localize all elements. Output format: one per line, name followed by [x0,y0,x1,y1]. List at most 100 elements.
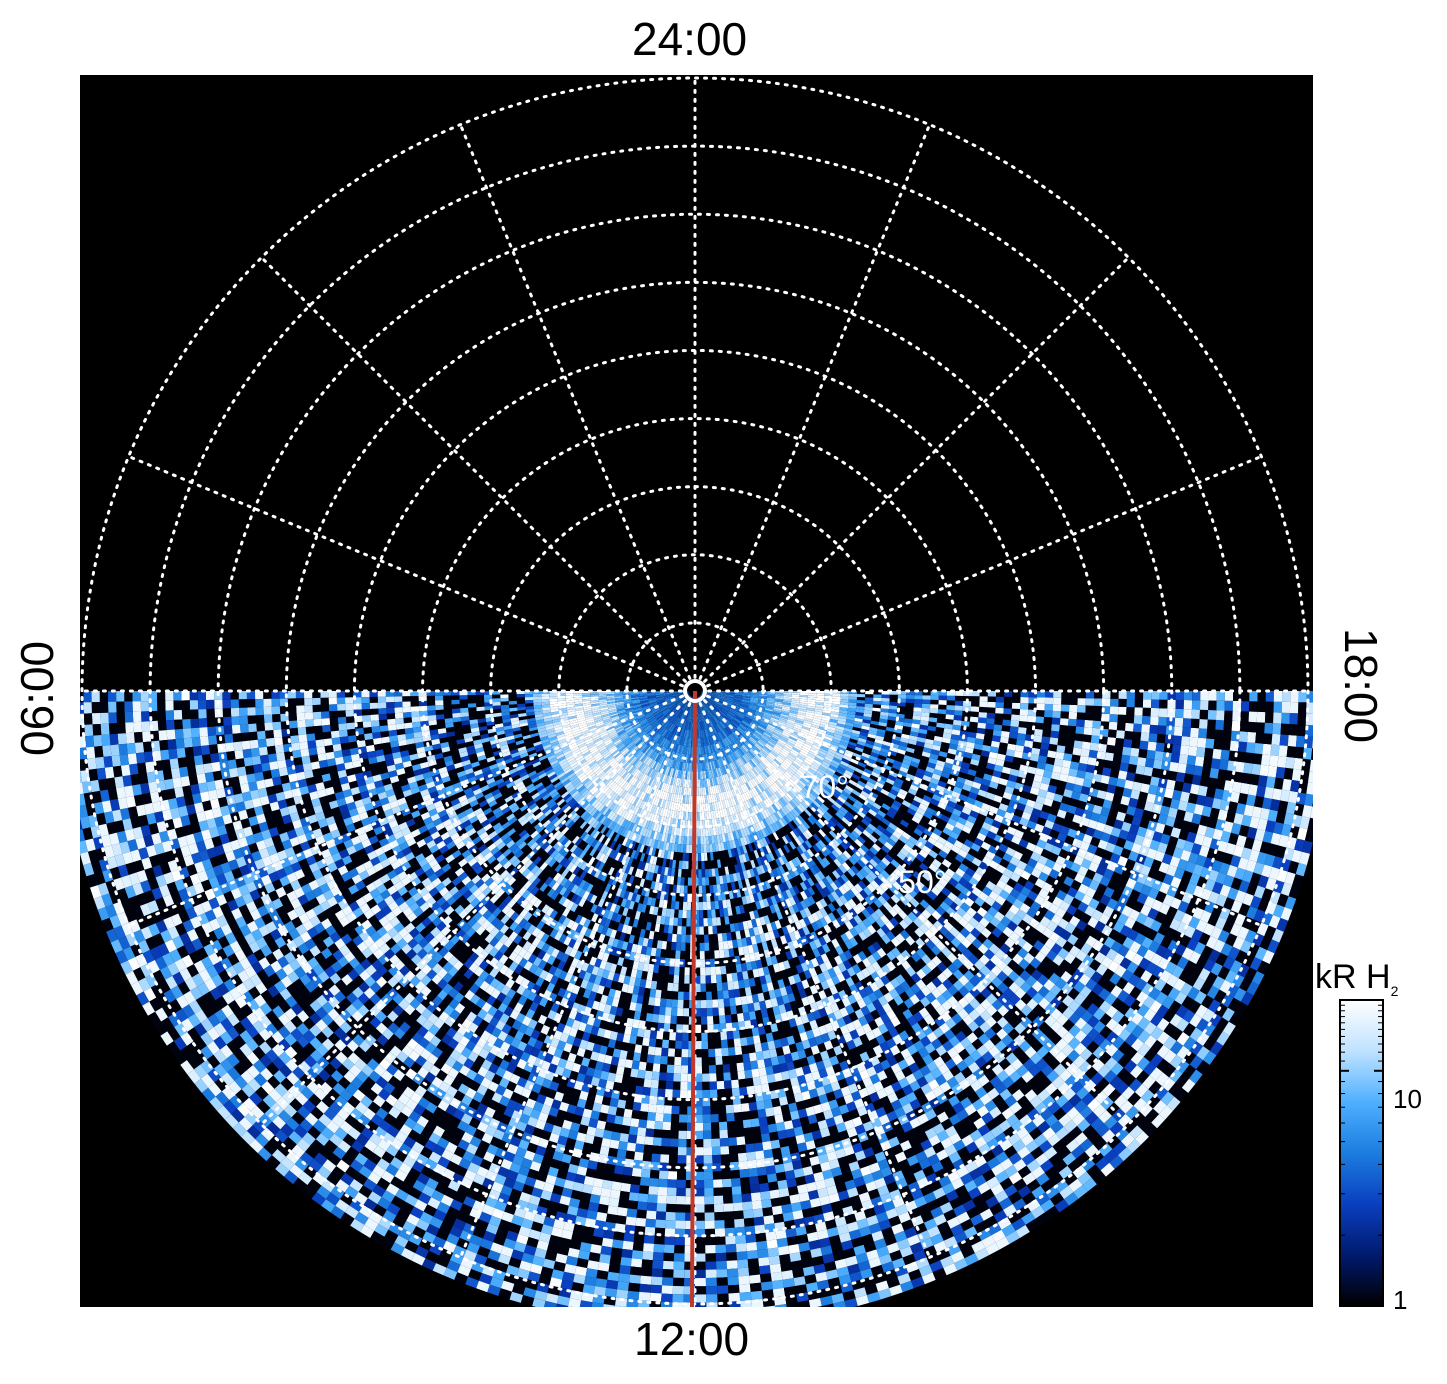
emission-cell [664,694,673,697]
emission-cell [611,718,621,723]
emission-cell [305,807,316,817]
emission-cell [486,756,496,763]
emission-cell [164,819,175,831]
emission-cell [526,711,535,717]
emission-cell [309,754,319,763]
emission-cell [112,765,123,778]
emission-cell [590,699,599,703]
emission-cell [568,717,578,722]
emission-cell [341,749,351,757]
emission-cell [336,797,347,807]
emission-cell [474,743,483,750]
emission-cell [191,852,202,864]
emission-cell [297,833,308,844]
emission-cell [180,776,191,787]
emission-cell [256,722,265,732]
emission-cell [292,819,303,830]
emission-cell [156,852,168,865]
emission-cell [288,705,297,714]
emission-cell [281,839,293,850]
emission-cell [639,694,648,697]
emission-cell [248,723,257,733]
emission-cell [256,779,266,790]
emission-cell [258,746,268,756]
emission-cell [138,814,149,827]
emission-cell [663,693,672,695]
emission-cell [655,693,664,695]
emission-cell [224,822,235,834]
emission-cell [492,705,501,710]
emission-cell [164,850,176,863]
emission-cell [188,843,199,855]
emission-cell [298,734,308,743]
emission-cell [136,869,148,883]
emission-cell [508,694,517,698]
emission-cell [245,807,257,819]
emission-cell [492,698,501,703]
emission-cell [108,712,117,724]
emission-cell [212,770,223,781]
emission-cell [413,731,423,739]
emission-cell [349,747,359,756]
emission-cell [128,872,141,886]
emission-cell [663,693,672,695]
emission-cell [206,847,218,859]
emission-cell [382,742,391,750]
emission-cell [219,833,230,845]
emission-cell [470,761,480,768]
emission-cell [476,710,486,716]
emission-cell [472,735,482,741]
emission-cell [232,733,242,743]
emission-cell [401,755,411,763]
emission-cell [320,825,331,836]
emission-cell [307,740,317,749]
emission-cell [102,869,114,883]
emission-cell [639,697,648,700]
emission-cell [337,769,347,779]
emission-cell [255,691,264,700]
emission-cell [480,733,489,740]
emission-cell [399,778,409,787]
emission-cell [410,691,419,697]
emission-cell [518,713,527,718]
emission-cell [559,712,568,717]
emission-cell [147,877,160,891]
emission-cell [262,770,273,780]
emission-cell [163,872,175,885]
emission-cell [271,706,281,715]
emission-cell [297,719,306,728]
emission-cell [565,693,574,696]
emission-cell [176,796,186,808]
emission-cell [67,691,75,703]
emission-cell [435,700,444,706]
emission-cell [473,739,482,746]
emission-cell [364,733,373,741]
emission-cell [289,836,300,847]
emission-cell [649,701,658,705]
emission-cell [277,759,287,769]
emission-cell [402,712,412,718]
emission-cell [332,784,343,794]
emission-cell [485,752,495,759]
emission-cell [385,759,395,767]
emission-cell [344,761,354,770]
emission-cell [526,746,536,753]
emission-cell [578,721,587,727]
emission-cell [588,725,597,730]
emission-cell [101,734,111,746]
emission-cell [186,804,197,816]
emission-cell [458,747,468,754]
emission-cell [623,699,632,702]
emission-cell [381,777,392,786]
emission-cell [433,748,443,755]
emission-cell [525,703,534,707]
emission-cell [476,702,485,708]
emission-cell [648,699,657,703]
emission-cell [663,692,672,694]
emission-cell [468,715,478,721]
emission-cell [632,701,641,704]
emission-cell [617,709,626,713]
emission-cell [516,743,526,749]
emission-cell [337,703,346,711]
emission-cell [322,731,332,740]
